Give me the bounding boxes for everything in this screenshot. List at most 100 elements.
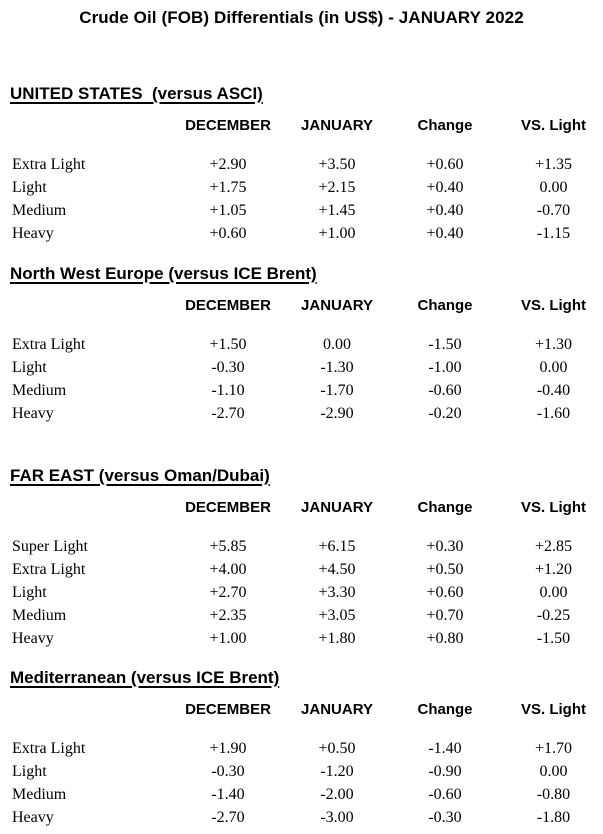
- cell-change: -1.00: [428, 358, 462, 376]
- far-east-table: DECEMBER JANUARY Change VS. Light Super …: [0, 499, 603, 650]
- table-row: Light -0.30 -1.20 -0.90 0.00: [0, 760, 603, 783]
- cell-vs-light: -0.70: [536, 201, 571, 219]
- cell-vs-light: -0.40: [536, 381, 571, 399]
- cell-change: +0.70: [426, 606, 464, 624]
- cell-change: +0.50: [426, 560, 464, 578]
- row-label: Light: [12, 762, 47, 780]
- column-header-december: DECEMBER: [185, 499, 271, 516]
- column-header-change: Change: [417, 701, 473, 718]
- row-label: Light: [12, 583, 47, 601]
- cell-december: +0.60: [209, 224, 247, 242]
- cell-december: +4.00: [209, 560, 247, 578]
- cell-vs-light: 0.00: [539, 178, 568, 196]
- table-header-row: DECEMBER JANUARY Change VS. Light: [0, 701, 603, 737]
- table-row: Light +1.75 +2.15 +0.40 0.00: [0, 176, 603, 199]
- cell-change: +0.60: [426, 583, 464, 601]
- section-united-states: UNITED STATES (versus ASCI) DECEMBER JAN…: [0, 83, 603, 245]
- row-label: Extra Light: [12, 739, 86, 757]
- cell-december: +5.85: [209, 537, 247, 555]
- row-label: Heavy: [12, 808, 54, 826]
- cell-change: -0.60: [428, 381, 462, 399]
- cell-vs-light: -1.15: [536, 224, 571, 242]
- column-header-vs-light: VS. Light: [521, 297, 586, 314]
- cell-january: +6.15: [318, 537, 356, 555]
- section-heading-north-west-europe: North West Europe (versus ICE Brent): [10, 264, 317, 283]
- cell-vs-light: 0.00: [539, 358, 568, 376]
- cell-january: -3.00: [320, 808, 354, 826]
- column-header-change: Change: [417, 297, 473, 314]
- column-header-january: JANUARY: [301, 297, 373, 314]
- cell-change: -0.20: [428, 404, 462, 422]
- cell-change: +0.40: [426, 201, 464, 219]
- cell-vs-light: 0.00: [539, 583, 568, 601]
- cell-december: +1.05: [209, 201, 247, 219]
- cell-december: -1.10: [211, 381, 245, 399]
- row-label: Extra Light: [12, 560, 86, 578]
- cell-december: -0.30: [211, 358, 245, 376]
- cell-december: -2.70: [211, 808, 245, 826]
- row-label: Heavy: [12, 224, 54, 242]
- cell-january: +1.00: [318, 224, 356, 242]
- cell-january: -1.70: [320, 381, 354, 399]
- cell-january: -1.30: [320, 358, 354, 376]
- cell-change: +0.30: [426, 537, 464, 555]
- section-far-east: FAR EAST (versus Oman/Dubai) DECEMBER JA…: [0, 465, 603, 650]
- cell-january: +1.45: [318, 201, 356, 219]
- header-spacer: [0, 499, 168, 535]
- united-states-table: DECEMBER JANUARY Change VS. Light Extra …: [0, 117, 603, 245]
- cell-december: -1.40: [211, 785, 245, 803]
- cell-december: +2.70: [209, 583, 247, 601]
- cell-december: +1.90: [209, 739, 247, 757]
- table-row: Medium -1.10 -1.70 -0.60 -0.40: [0, 379, 603, 402]
- column-header-vs-light: VS. Light: [521, 117, 586, 134]
- table-header-row: DECEMBER JANUARY Change VS. Light: [0, 499, 603, 535]
- row-label: Light: [12, 178, 47, 196]
- cell-vs-light: -1.50: [536, 629, 571, 647]
- cell-vs-light: -0.25: [536, 606, 571, 624]
- row-label: Medium: [12, 201, 67, 219]
- column-header-december: DECEMBER: [185, 117, 271, 134]
- row-label: Extra Light: [12, 335, 86, 353]
- column-header-december: DECEMBER: [185, 297, 271, 314]
- cell-vs-light: +1.20: [534, 560, 573, 578]
- cell-december: -2.70: [211, 404, 245, 422]
- north-west-europe-table: DECEMBER JANUARY Change VS. Light Extra …: [0, 297, 603, 425]
- cell-vs-light: +1.35: [534, 155, 573, 173]
- cell-change: +0.60: [426, 155, 464, 173]
- section-north-west-europe: North West Europe (versus ICE Brent) DEC…: [0, 263, 603, 425]
- cell-january: +3.50: [318, 155, 356, 173]
- row-label: Light: [12, 358, 47, 376]
- row-label: Super Light: [12, 537, 88, 555]
- column-header-january: JANUARY: [301, 117, 373, 134]
- cell-change: -0.90: [428, 762, 462, 780]
- cell-vs-light: -1.80: [536, 808, 571, 826]
- mediterranean-table: DECEMBER JANUARY Change VS. Light Extra …: [0, 701, 603, 829]
- table-row: Super Light +5.85 +6.15 +0.30 +2.85: [0, 535, 603, 558]
- cell-december: +1.75: [209, 178, 247, 196]
- section-mediterranean: Mediterranean (versus ICE Brent) DECEMBE…: [0, 667, 603, 829]
- section-heading-far-east: FAR EAST (versus Oman/Dubai): [10, 466, 270, 485]
- table-row: Heavy +0.60 +1.00 +0.40 -1.15: [0, 222, 603, 245]
- cell-vs-light: -1.60: [536, 404, 571, 422]
- header-spacer: [0, 701, 168, 737]
- column-header-vs-light: VS. Light: [521, 701, 586, 718]
- column-header-december: DECEMBER: [185, 701, 271, 718]
- header-spacer: [0, 297, 168, 333]
- cell-december: +2.90: [209, 155, 247, 173]
- cell-change: +0.40: [426, 224, 464, 242]
- table-row: Extra Light +1.90 +0.50 -1.40 +1.70: [0, 737, 603, 760]
- row-label: Medium: [12, 381, 67, 399]
- row-label: Medium: [12, 606, 67, 624]
- cell-january: +3.30: [318, 583, 356, 601]
- cell-january: -2.00: [320, 785, 354, 803]
- cell-change: -0.30: [428, 808, 462, 826]
- table-row: Heavy -2.70 -3.00 -0.30 -1.80: [0, 806, 603, 829]
- table-row: Medium +1.05 +1.45 +0.40 -0.70: [0, 199, 603, 222]
- cell-vs-light: +1.30: [534, 335, 573, 353]
- table-row: Heavy +1.00 +1.80 +0.80 -1.50: [0, 627, 603, 650]
- table-header-row: DECEMBER JANUARY Change VS. Light: [0, 117, 603, 153]
- row-label: Heavy: [12, 404, 54, 422]
- column-header-january: JANUARY: [301, 701, 373, 718]
- cell-vs-light: 0.00: [539, 762, 568, 780]
